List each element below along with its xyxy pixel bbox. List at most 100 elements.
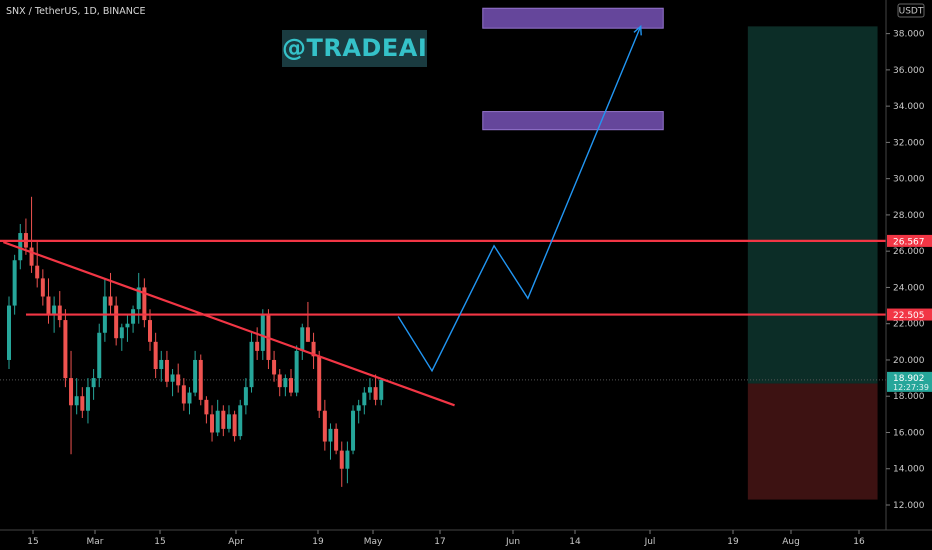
- candle-body: [119, 327, 124, 339]
- candle: [40, 269, 45, 306]
- candle-body: [334, 428, 339, 451]
- candle-body: [85, 387, 90, 411]
- candle: [170, 369, 175, 397]
- candle: [339, 441, 344, 487]
- candle: [193, 350, 198, 397]
- candle-body: [108, 296, 113, 306]
- candle-body: [69, 378, 74, 406]
- candle: [373, 374, 378, 406]
- last-price-value: 18.902: [893, 374, 925, 384]
- candle: [46, 278, 51, 324]
- candle-body: [164, 359, 169, 382]
- candle-body: [238, 405, 243, 437]
- candle: [311, 332, 316, 370]
- candle: [80, 387, 85, 418]
- candle: [187, 387, 192, 415]
- candle: [255, 327, 260, 360]
- candle: [164, 350, 169, 388]
- candle: [97, 323, 102, 388]
- candle-body: [35, 265, 40, 279]
- candle: [379, 378, 384, 406]
- y-tick-label: 26.000: [893, 247, 925, 257]
- candle-body: [131, 309, 136, 324]
- candle-body: [283, 378, 288, 388]
- candle-body: [148, 320, 152, 342]
- y-tick-label: 14.000: [893, 465, 925, 475]
- candle-body: [52, 305, 57, 315]
- candle-body: [12, 260, 17, 306]
- last-price-badge-bg: [887, 371, 932, 392]
- candle-body: [362, 392, 367, 406]
- x-tick-label: Jun: [505, 537, 520, 547]
- candle-body: [80, 396, 85, 411]
- candle-body: [204, 399, 209, 415]
- symbol-title: SNX / TetherUS, 1D, BINANCE: [6, 6, 146, 17]
- y-tick-label: 24.000: [893, 283, 925, 293]
- x-axis-ticks: 15 Mar 15 Apr 19 May 17 Jun 14 Jul 19 Aug 16: [27, 530, 865, 547]
- y-tick-label: 38.000: [893, 30, 925, 40]
- candle-body: [7, 305, 11, 360]
- y-tick-label: 22.000: [893, 320, 925, 330]
- candle: [272, 350, 277, 382]
- candle: [249, 332, 254, 393]
- candle: [277, 369, 282, 397]
- projection-path: [397, 26, 642, 373]
- candle: [119, 323, 124, 351]
- candle-body: [328, 428, 333, 442]
- last-price-countdown: 12:27:39: [893, 383, 929, 392]
- x-tick-label: Apr: [228, 537, 244, 547]
- candle-body: [193, 359, 198, 393]
- candle-body: [305, 327, 310, 342]
- candle: [198, 354, 203, 406]
- candle-body: [114, 305, 119, 339]
- candle-body: [339, 450, 344, 469]
- candle: [142, 278, 147, 328]
- candle-body: [40, 278, 45, 297]
- candle: [176, 363, 181, 393]
- candle: [294, 345, 299, 397]
- x-tick-label: Jul: [644, 537, 656, 547]
- y-tick-label: 32.000: [893, 138, 925, 148]
- candle-body: [255, 341, 260, 351]
- level-badge-bg: [887, 234, 932, 247]
- candle-body: [277, 374, 282, 388]
- projection-arrowhead: [633, 24, 642, 36]
- level-badge-bg: [887, 308, 932, 321]
- candle: [317, 350, 322, 418]
- x-tick-label: Mar: [87, 537, 104, 547]
- candle: [260, 309, 265, 360]
- y-tick-label: 16.000: [893, 428, 925, 438]
- candle-body: [181, 385, 186, 404]
- candle: [91, 369, 96, 400]
- profit-zone: [747, 26, 878, 384]
- candle-body: [232, 414, 237, 437]
- candle: [238, 399, 243, 440]
- y-tick-label: 36.000: [893, 66, 925, 76]
- candle-body: [215, 410, 220, 433]
- candle-body: [379, 379, 384, 400]
- level-badge-label: 22.505: [893, 311, 925, 321]
- watermark: @TRADEAI: [282, 30, 427, 67]
- candle-body: [317, 356, 322, 411]
- candle-body: [300, 327, 305, 351]
- y-tick-label: 28.000: [893, 211, 925, 221]
- y-tick-label: 30.000: [893, 175, 925, 185]
- candle-body: [243, 387, 248, 406]
- y-tick-label: 20.000: [893, 356, 925, 366]
- candle-body: [187, 392, 192, 404]
- target-zone-1: [482, 7, 664, 29]
- candle-body: [322, 410, 327, 442]
- x-tick-label: 19: [312, 537, 324, 547]
- candle: [215, 399, 220, 437]
- price-axis-bg: [886, 0, 932, 550]
- candle: [18, 223, 23, 270]
- candle: [125, 314, 130, 342]
- candle-body: [198, 359, 203, 400]
- candle-body: [142, 287, 147, 321]
- candle-body: [272, 359, 277, 375]
- target-zone-2: [482, 111, 664, 131]
- candle: [136, 272, 141, 324]
- candle-body: [125, 323, 130, 328]
